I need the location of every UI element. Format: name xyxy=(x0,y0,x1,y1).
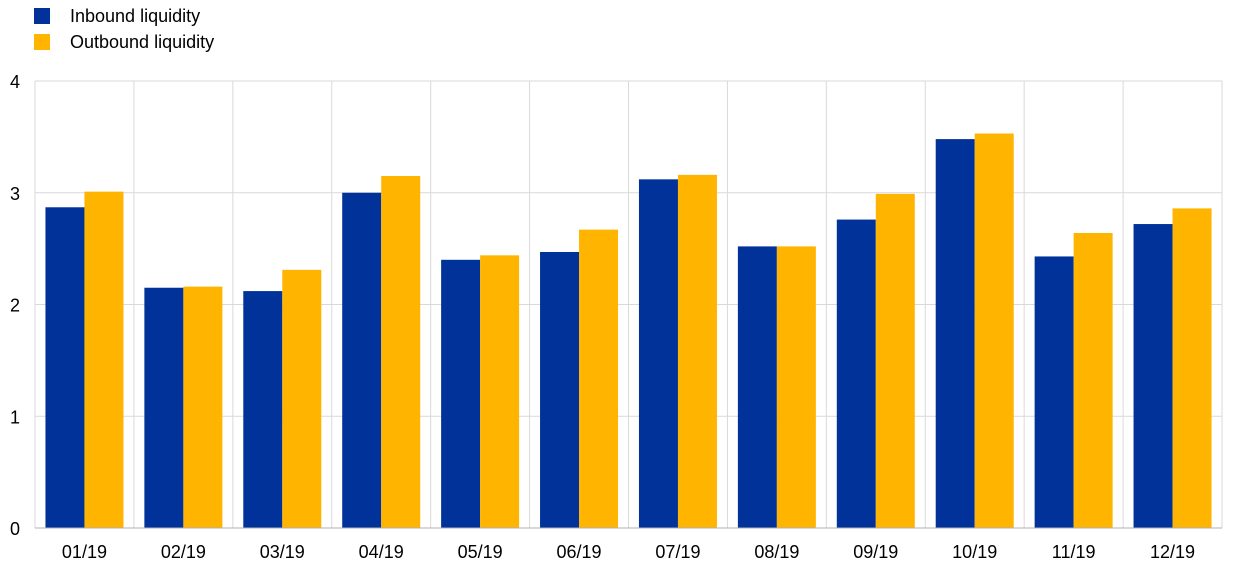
y-tick-label: 1 xyxy=(10,407,20,427)
legend-item-inbound: Inbound liquidity xyxy=(34,3,214,29)
bar-outbound xyxy=(875,193,915,528)
x-tick-label: 04/19 xyxy=(359,542,404,562)
bar-inbound xyxy=(1133,224,1173,529)
legend-label-outbound: Outbound liquidity xyxy=(70,31,215,52)
bar-outbound xyxy=(776,246,816,528)
bar-inbound xyxy=(737,246,777,528)
x-tick-label: 09/19 xyxy=(853,542,898,562)
bar-inbound xyxy=(935,139,975,529)
x-tick-label: 05/19 xyxy=(458,542,503,562)
bar-inbound xyxy=(144,287,184,528)
x-tick-label: 02/19 xyxy=(161,542,206,562)
x-tick-label: 01/19 xyxy=(62,542,107,562)
x-tick-label: 06/19 xyxy=(557,542,602,562)
y-tick-label: 2 xyxy=(10,296,20,316)
bar-outbound xyxy=(480,255,520,528)
bar-outbound xyxy=(974,133,1014,528)
legend-label-inbound: Inbound liquidity xyxy=(70,5,201,26)
x-tick-label: 03/19 xyxy=(260,542,305,562)
x-tick-label: 11/19 xyxy=(1052,542,1096,562)
bar-outbound xyxy=(677,174,717,528)
x-tick-label: 07/19 xyxy=(655,542,700,562)
bar-inbound xyxy=(441,259,481,528)
bar-outbound xyxy=(183,286,223,528)
bar-inbound xyxy=(243,291,283,528)
legend-swatch-inbound xyxy=(34,8,50,24)
y-tick-label: 4 xyxy=(10,72,20,92)
x-tick-label: 12/19 xyxy=(1150,542,1195,562)
bar-inbound xyxy=(342,192,382,528)
bar-outbound xyxy=(1172,208,1212,528)
legend: Inbound liquidity Outbound liquidity xyxy=(34,3,214,55)
bar-inbound xyxy=(45,207,85,528)
x-tick-label: 10/19 xyxy=(952,542,997,562)
y-tick-label: 3 xyxy=(10,184,20,204)
bar-inbound xyxy=(1034,256,1074,528)
bar-outbound xyxy=(381,175,421,529)
x-tick-label: 08/19 xyxy=(754,542,799,562)
legend-item-outbound: Outbound liquidity xyxy=(34,29,214,55)
legend-swatch-outbound xyxy=(34,34,50,50)
y-tick-label: 0 xyxy=(10,519,20,539)
bar-outbound xyxy=(579,229,619,528)
bar-outbound xyxy=(282,269,322,528)
bar-inbound xyxy=(540,251,580,529)
bar-outbound xyxy=(1073,232,1113,529)
bar-outbound xyxy=(84,191,124,528)
bar-inbound xyxy=(638,179,678,528)
bar-inbound xyxy=(836,219,876,528)
